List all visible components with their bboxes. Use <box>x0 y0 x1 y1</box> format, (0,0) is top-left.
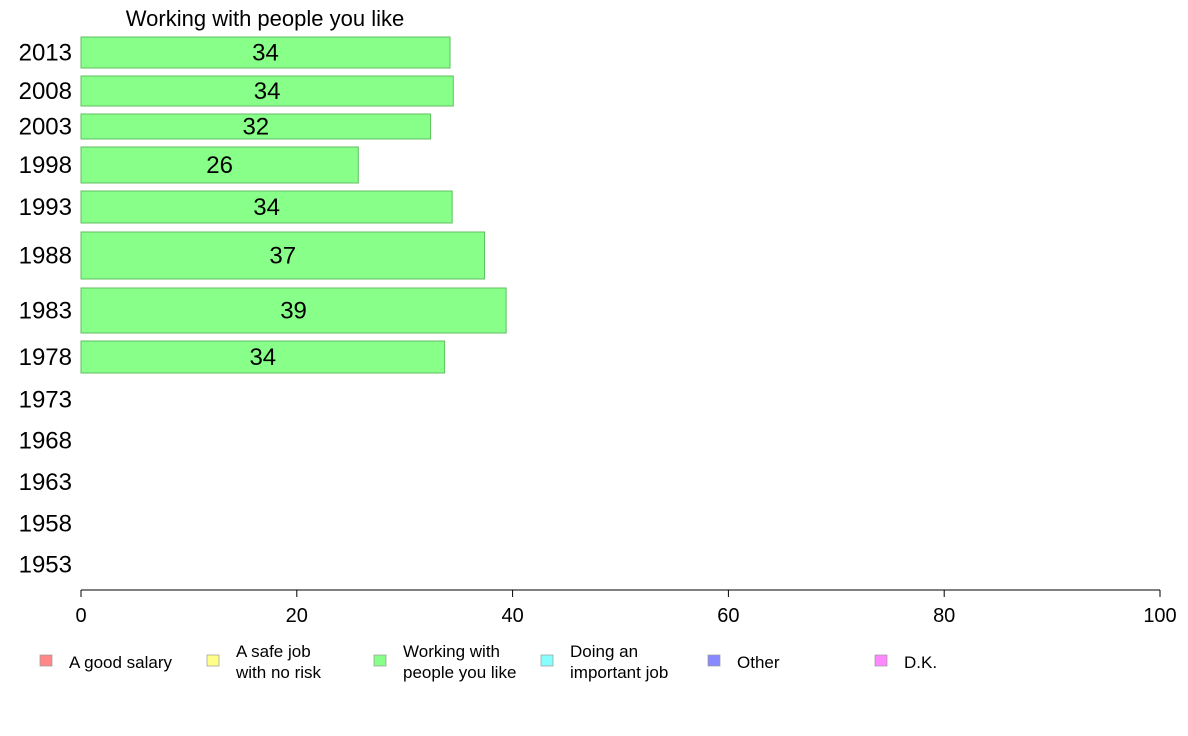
year-label: 1988 <box>19 243 72 270</box>
year-label: 1978 <box>19 344 72 371</box>
chart-title: Working with people you like <box>126 6 404 31</box>
legend-swatch <box>373 654 387 667</box>
legend-swatch <box>206 654 220 667</box>
year-label: 2008 <box>19 78 72 105</box>
data-label: 32 <box>242 114 269 141</box>
legend-swatch <box>540 654 554 667</box>
year-label: 1958 <box>19 511 72 538</box>
bar <box>80 36 451 69</box>
year-label: 2013 <box>19 40 72 67</box>
bar <box>80 113 432 140</box>
legend-swatch <box>707 654 721 667</box>
bar <box>80 231 486 280</box>
x-tick-label: 20 <box>286 605 308 627</box>
x-tick-label: 100 <box>1143 605 1176 627</box>
year-label: 1953 <box>19 552 72 579</box>
legend-label: Other <box>737 653 780 672</box>
bar <box>80 340 446 374</box>
data-label: 39 <box>280 298 307 325</box>
x-tick-label: 0 <box>75 605 86 627</box>
bar <box>80 287 507 334</box>
bar <box>80 146 359 184</box>
bar <box>80 75 454 107</box>
legend-swatch <box>39 654 53 667</box>
legend-label: important job <box>570 663 668 682</box>
legend-label: people you like <box>403 663 516 682</box>
year-label: 1998 <box>19 152 72 179</box>
legend-swatch <box>874 654 888 667</box>
legend-label: Working with <box>403 642 500 661</box>
legend-label: A safe job <box>236 642 311 661</box>
year-label: 1983 <box>19 298 72 325</box>
year-label: 1973 <box>19 387 72 414</box>
data-label: 26 <box>206 152 233 179</box>
data-label: 34 <box>253 194 280 221</box>
bar <box>80 190 453 224</box>
legend-label: Doing an <box>570 642 638 661</box>
data-label: 37 <box>269 243 296 270</box>
year-label: 1963 <box>19 469 72 496</box>
year-label: 1968 <box>19 428 72 455</box>
data-label: 34 <box>249 344 276 371</box>
legend-label: with no risk <box>235 663 322 682</box>
x-tick-label: 40 <box>501 605 523 627</box>
legend-label: D.K. <box>904 653 937 672</box>
data-label: 34 <box>252 40 279 67</box>
year-label: 2003 <box>19 114 72 141</box>
x-tick-label: 80 <box>933 605 955 627</box>
legend-label: A good salary <box>69 653 173 672</box>
year-label: 1993 <box>19 194 72 221</box>
x-tick-label: 60 <box>717 605 739 627</box>
data-label: 34 <box>254 78 281 105</box>
